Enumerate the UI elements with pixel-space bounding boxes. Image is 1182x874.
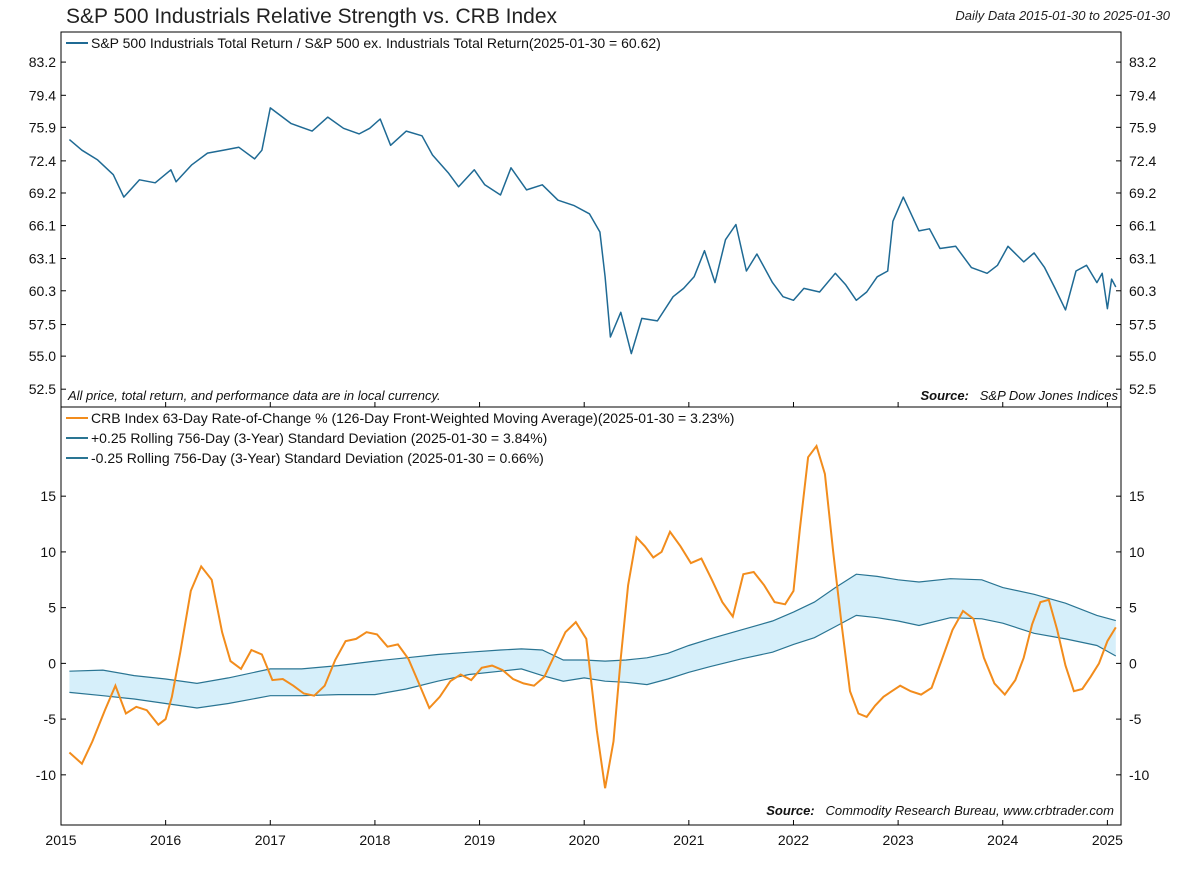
bottom-y-tick-label-right: 5 bbox=[1129, 600, 1137, 616]
x-tick-label: 2019 bbox=[464, 832, 495, 848]
x-tick-label: 2024 bbox=[987, 832, 1018, 848]
date-range-label: Daily Data 2015-01-30 to 2025-01-30 bbox=[955, 8, 1170, 23]
bottom-y-tick-label-left: 0 bbox=[48, 655, 56, 671]
bottom-panel-frame bbox=[60, 406, 1122, 826]
top-y-tick-label-left: 79.4 bbox=[29, 87, 56, 103]
bottom-y-tick-label-right: 15 bbox=[1129, 488, 1145, 504]
x-tick-label: 2016 bbox=[150, 832, 181, 848]
bottom-source: Source: Commodity Research Bureau, www.c… bbox=[766, 803, 1114, 818]
top-y-tick-label-left: 72.4 bbox=[29, 153, 56, 169]
x-tick-label: 2020 bbox=[569, 832, 600, 848]
top-y-tick-label-right: 52.5 bbox=[1129, 381, 1156, 397]
bottom-y-tick-label-left: 10 bbox=[40, 544, 56, 560]
top-y-tick-label-left: 63.1 bbox=[29, 251, 56, 267]
top-y-tick-label-left: 60.3 bbox=[29, 283, 56, 299]
x-tick-label: 2022 bbox=[778, 832, 809, 848]
top-y-tick-label-right: 75.9 bbox=[1129, 119, 1156, 135]
bottom-y-tick-label-left: 15 bbox=[40, 488, 56, 504]
legend-relative-strength: S&P 500 Industrials Total Return / S&P 5… bbox=[91, 35, 661, 51]
top-y-tick-label-right: 60.3 bbox=[1129, 283, 1156, 299]
x-tick-label: 2025 bbox=[1092, 832, 1123, 848]
std-dev-band-fill bbox=[69, 574, 1116, 708]
x-tick-label: 2021 bbox=[673, 832, 704, 848]
legend-minus-std-dev: -0.25 Rolling 756-Day (3-Year) Standard … bbox=[91, 450, 544, 466]
top-y-tick-label-left: 52.5 bbox=[29, 381, 56, 397]
top-y-tick-label-left: 55.0 bbox=[29, 348, 56, 364]
bottom-source-label: Source: bbox=[766, 803, 815, 818]
top-source-text: S&P Dow Jones Indices bbox=[979, 388, 1118, 403]
top-y-tick-label-right: 55.0 bbox=[1129, 348, 1156, 364]
bottom-y-tick-label-right: 10 bbox=[1129, 544, 1145, 560]
top-y-tick-label-right: 63.1 bbox=[1129, 251, 1156, 267]
currency-note: All price, total return, and performance… bbox=[68, 388, 441, 403]
top-y-tick-label-right: 72.4 bbox=[1129, 153, 1156, 169]
top-y-tick-label-right: 57.5 bbox=[1129, 317, 1156, 333]
top-y-tick-label-right: 79.4 bbox=[1129, 87, 1156, 103]
series-line-minus-std-dev bbox=[69, 614, 1117, 709]
x-tick-label: 2018 bbox=[359, 832, 390, 848]
top-y-tick-label-left: 69.2 bbox=[29, 185, 56, 201]
series-line-plus-std-dev bbox=[69, 573, 1116, 685]
bottom-y-tick-label-right: 0 bbox=[1129, 655, 1137, 671]
top-y-tick-label-right: 83.2 bbox=[1129, 54, 1156, 70]
bottom-y-tick-label-left: 5 bbox=[48, 600, 56, 616]
bottom-y-tick-label-right: -5 bbox=[1129, 711, 1142, 727]
bottom-y-tick-label-left: -10 bbox=[36, 767, 56, 783]
top-y-tick-label-left: 75.9 bbox=[29, 119, 56, 135]
top-source: Source: S&P Dow Jones Indices bbox=[920, 388, 1118, 403]
x-tick-label: 2023 bbox=[883, 832, 914, 848]
bottom-source-text: Commodity Research Bureau, www.crbtrader… bbox=[825, 803, 1114, 818]
series-line-relative-strength bbox=[68, 107, 1117, 355]
chart-title: S&P 500 Industrials Relative Strength vs… bbox=[66, 5, 558, 28]
legend-plus-std-dev: +0.25 Rolling 756-Day (3-Year) Standard … bbox=[91, 430, 547, 446]
x-tick-label: 2015 bbox=[45, 832, 76, 848]
top-source-label: Source: bbox=[920, 388, 969, 403]
bottom-y-tick-label-left: -5 bbox=[44, 711, 57, 727]
bottom-y-tick-label-right: -10 bbox=[1129, 767, 1149, 783]
top-y-tick-label-left: 66.1 bbox=[29, 218, 56, 234]
top-y-tick-label-right: 69.2 bbox=[1129, 185, 1156, 201]
top-panel-frame bbox=[60, 31, 1122, 408]
top-y-tick-label-left: 83.2 bbox=[29, 54, 56, 70]
series-line-crb-roc bbox=[68, 443, 1117, 789]
top-y-tick-label-left: 57.5 bbox=[29, 317, 56, 333]
top-y-tick-label-right: 66.1 bbox=[1129, 218, 1156, 234]
x-tick-label: 2017 bbox=[255, 832, 286, 848]
legend-crb-roc: CRB Index 63-Day Rate-of-Change % (126-D… bbox=[91, 410, 734, 426]
